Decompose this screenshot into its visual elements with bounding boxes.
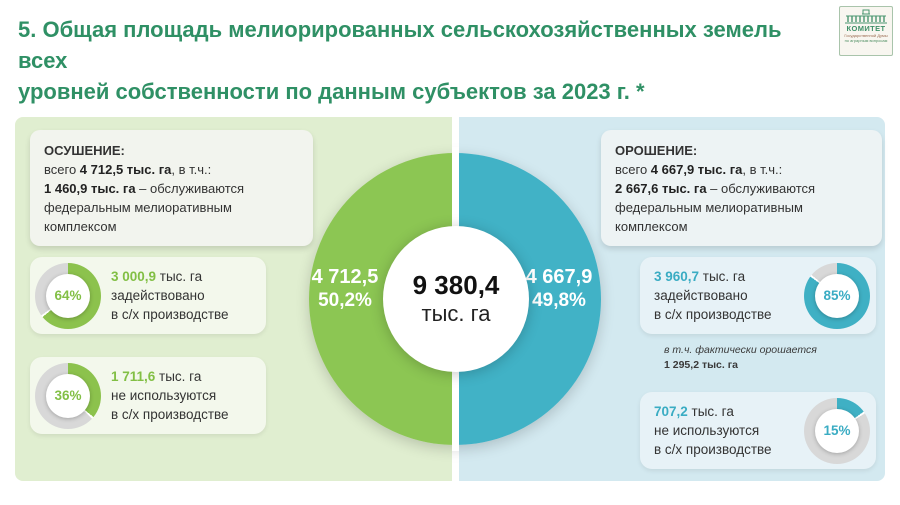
main-panel: ОСУШЕНИЕ: всего 4 712,5 тыс. га, в т.ч.:… — [15, 117, 885, 481]
drainage-used-donut-chart: 64% — [35, 262, 101, 329]
logo-sub-line2: по аграрным вопросам — [844, 38, 888, 43]
drainage-heading: ОСУШЕНИЕ: — [44, 143, 125, 158]
irrigation-heading: ОРОШЕНИЕ: — [615, 143, 698, 158]
slide-title: 5. Общая площадь мелиорированных сельско… — [18, 14, 808, 107]
drainage-unused-card: 36% 1 711,6 тыс. га не используются в с/… — [30, 357, 266, 434]
drainage-used-percent-label: 64% — [54, 288, 82, 303]
drainage-info-card: ОСУШЕНИЕ: всего 4 712,5 тыс. га, в т.ч.:… — [30, 130, 313, 246]
irrigation-unused-text: 707,2 тыс. га не используются в с/х прои… — [654, 404, 772, 457]
duma-building-icon — [844, 9, 888, 25]
irrigation-unused-percent-label: 15% — [823, 423, 851, 438]
drainage-slice-label: 4 712,5 50,2% — [311, 266, 379, 311]
slide-title-line2: уровней собственности по данным субъекто… — [18, 79, 645, 104]
irrigation-used-donut-chart: 85% — [804, 262, 870, 329]
drainage-unused-donut-chart: 36% — [35, 362, 101, 429]
irrigation-total-line: всего 4 667,9 тыс. га, в т.ч.: — [615, 162, 783, 177]
actually-irrigated-note: в т.ч. фактически орошается 1 295,2 тыс.… — [664, 344, 817, 371]
slide-title-line1: 5. Общая площадь мелиорированных сельско… — [18, 17, 782, 73]
drainage-used-card: 64% 3 000,9 тыс. га задействовано в с/х … — [30, 257, 266, 334]
drainage-federal-line: 1 460,9 тыс. га – обслуживаются федераль… — [44, 181, 245, 234]
drainage-unused-text: 1 711,6 тыс. га не используются в с/х пр… — [111, 369, 229, 422]
committee-logo: КОМИТЕТ Государственной Думы по аграрным… — [839, 6, 893, 56]
irrigation-info-card: ОРОШЕНИЕ: всего 4 667,9 тыс. га, в т.ч.:… — [601, 130, 882, 246]
total-value-label: 9 380,4 — [412, 270, 500, 300]
irrigation-federal-line: 2 667,6 тыс. га – обслуживаются федераль… — [615, 181, 816, 234]
logo-committee-label: КОМИТЕТ — [846, 24, 886, 33]
irrigation-slice-label: 4 667,9 49,8% — [525, 266, 593, 311]
drainage-unused-percent-label: 36% — [54, 388, 82, 403]
donut-center: 9 380,4 тыс. га — [383, 226, 529, 372]
irrigation-unused-donut-chart: 15% — [804, 397, 870, 464]
irrigation-used-card: 3 960,7 тыс. га задействовано в с/х прои… — [640, 257, 876, 334]
irrigation-unused-card: 707,2 тыс. га не используются в с/х прои… — [640, 392, 876, 469]
irrigation-used-percent-label: 85% — [823, 288, 851, 303]
irrigation-used-text: 3 960,7 тыс. га задействовано в с/х прои… — [654, 269, 772, 322]
drainage-used-text: 3 000,9 тыс. га задействовано в с/х прои… — [111, 269, 229, 322]
logo-sub-line1: Государственной Думы — [844, 33, 888, 38]
total-unit-label: тыс. га — [421, 301, 491, 326]
drainage-total-line: всего 4 712,5 тыс. га, в т.ч.: — [44, 162, 212, 177]
